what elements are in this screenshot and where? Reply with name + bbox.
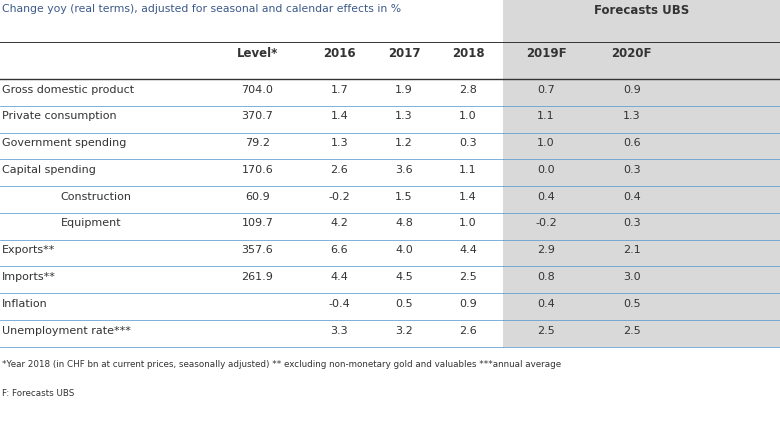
Text: 0.3: 0.3 bbox=[623, 218, 640, 229]
Text: 2.5: 2.5 bbox=[537, 326, 555, 336]
Text: Level*: Level* bbox=[236, 47, 278, 60]
Text: 6.6: 6.6 bbox=[331, 245, 348, 255]
Text: -0.2: -0.2 bbox=[535, 218, 557, 229]
Text: 1.5: 1.5 bbox=[395, 192, 413, 202]
Text: 2.5: 2.5 bbox=[623, 326, 640, 336]
Text: Inflation: Inflation bbox=[2, 299, 48, 309]
Text: Unemployment rate***: Unemployment rate*** bbox=[2, 326, 131, 336]
Text: Imports**: Imports** bbox=[2, 272, 56, 282]
Text: Capital spending: Capital spending bbox=[2, 165, 96, 175]
Bar bbox=[503, 0, 780, 347]
Text: 1.3: 1.3 bbox=[395, 111, 413, 122]
Text: 704.0: 704.0 bbox=[242, 85, 273, 95]
Text: 2.1: 2.1 bbox=[623, 245, 640, 255]
Text: 3.3: 3.3 bbox=[331, 326, 348, 336]
Text: 1.4: 1.4 bbox=[331, 111, 348, 122]
Text: 370.7: 370.7 bbox=[242, 111, 273, 122]
Text: 0.9: 0.9 bbox=[623, 85, 640, 95]
Text: 261.9: 261.9 bbox=[242, 272, 273, 282]
Text: 1.0: 1.0 bbox=[537, 138, 555, 148]
Text: 3.0: 3.0 bbox=[623, 272, 640, 282]
Text: Equipment: Equipment bbox=[61, 218, 122, 229]
Text: 60.9: 60.9 bbox=[245, 192, 270, 202]
Text: 2.5: 2.5 bbox=[459, 272, 477, 282]
Text: 2017: 2017 bbox=[388, 47, 420, 60]
Text: 2.6: 2.6 bbox=[331, 165, 348, 175]
Text: 2.9: 2.9 bbox=[537, 245, 555, 255]
Text: -0.4: -0.4 bbox=[328, 299, 350, 309]
Text: 1.0: 1.0 bbox=[459, 218, 477, 229]
Text: 4.4: 4.4 bbox=[459, 245, 477, 255]
Text: Gross domestic product: Gross domestic product bbox=[2, 85, 134, 95]
Text: 1.2: 1.2 bbox=[395, 138, 413, 148]
Text: Government spending: Government spending bbox=[2, 138, 126, 148]
Text: Exports**: Exports** bbox=[2, 245, 55, 255]
Text: 0.4: 0.4 bbox=[537, 299, 555, 309]
Text: 0.8: 0.8 bbox=[537, 272, 555, 282]
Text: 2018: 2018 bbox=[452, 47, 484, 60]
Text: 0.3: 0.3 bbox=[623, 165, 640, 175]
Text: 3.2: 3.2 bbox=[395, 326, 413, 336]
Text: 4.0: 4.0 bbox=[395, 245, 413, 255]
Text: 1.0: 1.0 bbox=[459, 111, 477, 122]
Text: 1.1: 1.1 bbox=[537, 111, 555, 122]
Text: 4.2: 4.2 bbox=[331, 218, 348, 229]
Text: 1.1: 1.1 bbox=[459, 165, 477, 175]
Text: 2020F: 2020F bbox=[612, 47, 652, 60]
Text: 4.5: 4.5 bbox=[395, 272, 413, 282]
Text: 109.7: 109.7 bbox=[242, 218, 273, 229]
Text: 4.4: 4.4 bbox=[331, 272, 348, 282]
Text: 2.8: 2.8 bbox=[459, 85, 477, 95]
Text: 0.5: 0.5 bbox=[623, 299, 640, 309]
Text: 1.7: 1.7 bbox=[331, 85, 348, 95]
Text: 0.7: 0.7 bbox=[537, 85, 555, 95]
Text: 0.9: 0.9 bbox=[459, 299, 477, 309]
Text: *Year 2018 (in CHF bn at current prices, seasonally adjusted) ** excluding non-m: *Year 2018 (in CHF bn at current prices,… bbox=[2, 360, 562, 368]
Text: 3.6: 3.6 bbox=[395, 165, 413, 175]
Text: 79.2: 79.2 bbox=[245, 138, 270, 148]
Text: 0.6: 0.6 bbox=[623, 138, 640, 148]
Text: -0.2: -0.2 bbox=[328, 192, 350, 202]
Text: 0.0: 0.0 bbox=[537, 165, 555, 175]
Text: 2019F: 2019F bbox=[526, 47, 566, 60]
Text: 0.4: 0.4 bbox=[537, 192, 555, 202]
Text: 0.3: 0.3 bbox=[459, 138, 477, 148]
Text: 2016: 2016 bbox=[323, 47, 356, 60]
Text: 4.8: 4.8 bbox=[395, 218, 413, 229]
Text: 0.5: 0.5 bbox=[395, 299, 413, 309]
Text: Forecasts UBS: Forecasts UBS bbox=[594, 4, 690, 17]
Text: 0.4: 0.4 bbox=[623, 192, 640, 202]
Text: F: Forecasts UBS: F: Forecasts UBS bbox=[2, 389, 75, 398]
Text: 1.9: 1.9 bbox=[395, 85, 413, 95]
Text: 1.3: 1.3 bbox=[331, 138, 348, 148]
Text: 1.4: 1.4 bbox=[459, 192, 477, 202]
Text: 2.6: 2.6 bbox=[459, 326, 477, 336]
Text: 170.6: 170.6 bbox=[242, 165, 273, 175]
Text: 1.3: 1.3 bbox=[623, 111, 640, 122]
Text: Change yoy (real terms), adjusted for seasonal and calendar effects in %: Change yoy (real terms), adjusted for se… bbox=[2, 4, 402, 14]
Text: Construction: Construction bbox=[61, 192, 132, 202]
Text: Private consumption: Private consumption bbox=[2, 111, 117, 122]
Text: 357.6: 357.6 bbox=[242, 245, 273, 255]
